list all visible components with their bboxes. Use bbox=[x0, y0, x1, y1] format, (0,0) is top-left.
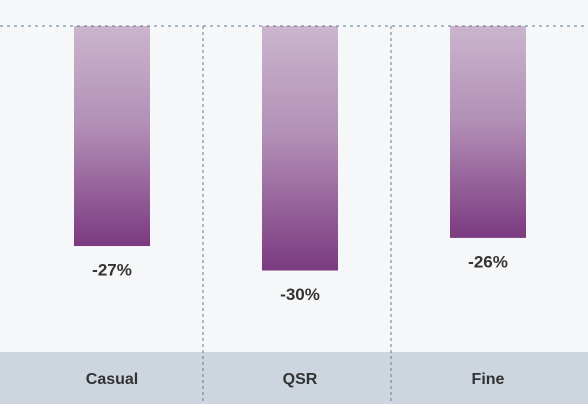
value-label: -30% bbox=[280, 285, 320, 304]
value-label: -26% bbox=[468, 252, 508, 271]
bar bbox=[262, 26, 338, 271]
bar bbox=[74, 26, 150, 247]
category-band bbox=[0, 352, 588, 404]
x-tick-label: Casual bbox=[86, 371, 138, 388]
x-tick-label: QSR bbox=[283, 371, 318, 388]
x-tick-label: Fine bbox=[472, 371, 505, 388]
bar bbox=[450, 26, 526, 238]
value-label: -27% bbox=[92, 261, 132, 280]
